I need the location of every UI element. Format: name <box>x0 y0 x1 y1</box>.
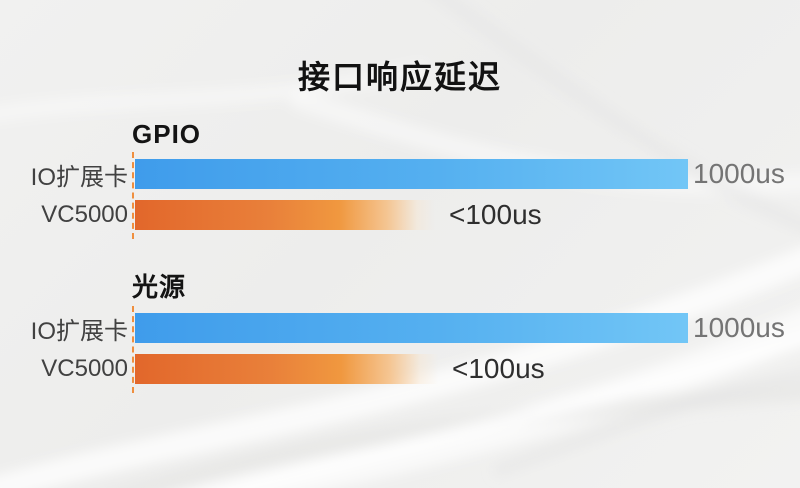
bar-row-light-io-card: IO扩展卡 1000us <box>0 312 800 345</box>
bar-orange-vc5000 <box>135 354 438 384</box>
bar-value: 1000us <box>693 312 785 343</box>
section-light-source: 光源 IO扩展卡 1000us VC5000 <100us <box>0 267 800 393</box>
bar-orange-vc5000 <box>135 200 435 230</box>
section-gpio-rows: IO扩展卡 1000us VC5000 <100us <box>0 152 800 239</box>
section-gpio-header: GPIO <box>132 119 202 149</box>
bar-label: IO扩展卡 <box>30 163 128 191</box>
baseline-dashed-line <box>132 152 134 239</box>
bar-row-light-vc5000: VC5000 <100us <box>0 353 800 384</box>
bar-value: <100us <box>449 199 542 230</box>
bar-label: VC5000 <box>41 201 128 228</box>
bar-value: <100us <box>452 353 545 384</box>
bar-value: 1000us <box>693 158 785 189</box>
bar-row-gpio-vc5000: VC5000 <100us <box>0 199 800 230</box>
chart-title: 接口响应延迟 <box>297 59 502 95</box>
bar-blue-io-card <box>135 159 688 189</box>
bar-label: VC5000 <box>41 355 128 382</box>
bar-label: IO扩展卡 <box>30 317 128 345</box>
section-gpio: GPIO IO扩展卡 1000us VC5000 <100us <box>0 119 800 239</box>
section-light-source-rows: IO扩展卡 1000us VC5000 <100us <box>0 306 800 393</box>
bar-blue-io-card <box>135 313 688 343</box>
section-light-source-header: 光源 <box>132 272 187 302</box>
bar-row-gpio-io-card: IO扩展卡 1000us <box>0 158 800 191</box>
baseline-dashed-line <box>132 306 134 393</box>
